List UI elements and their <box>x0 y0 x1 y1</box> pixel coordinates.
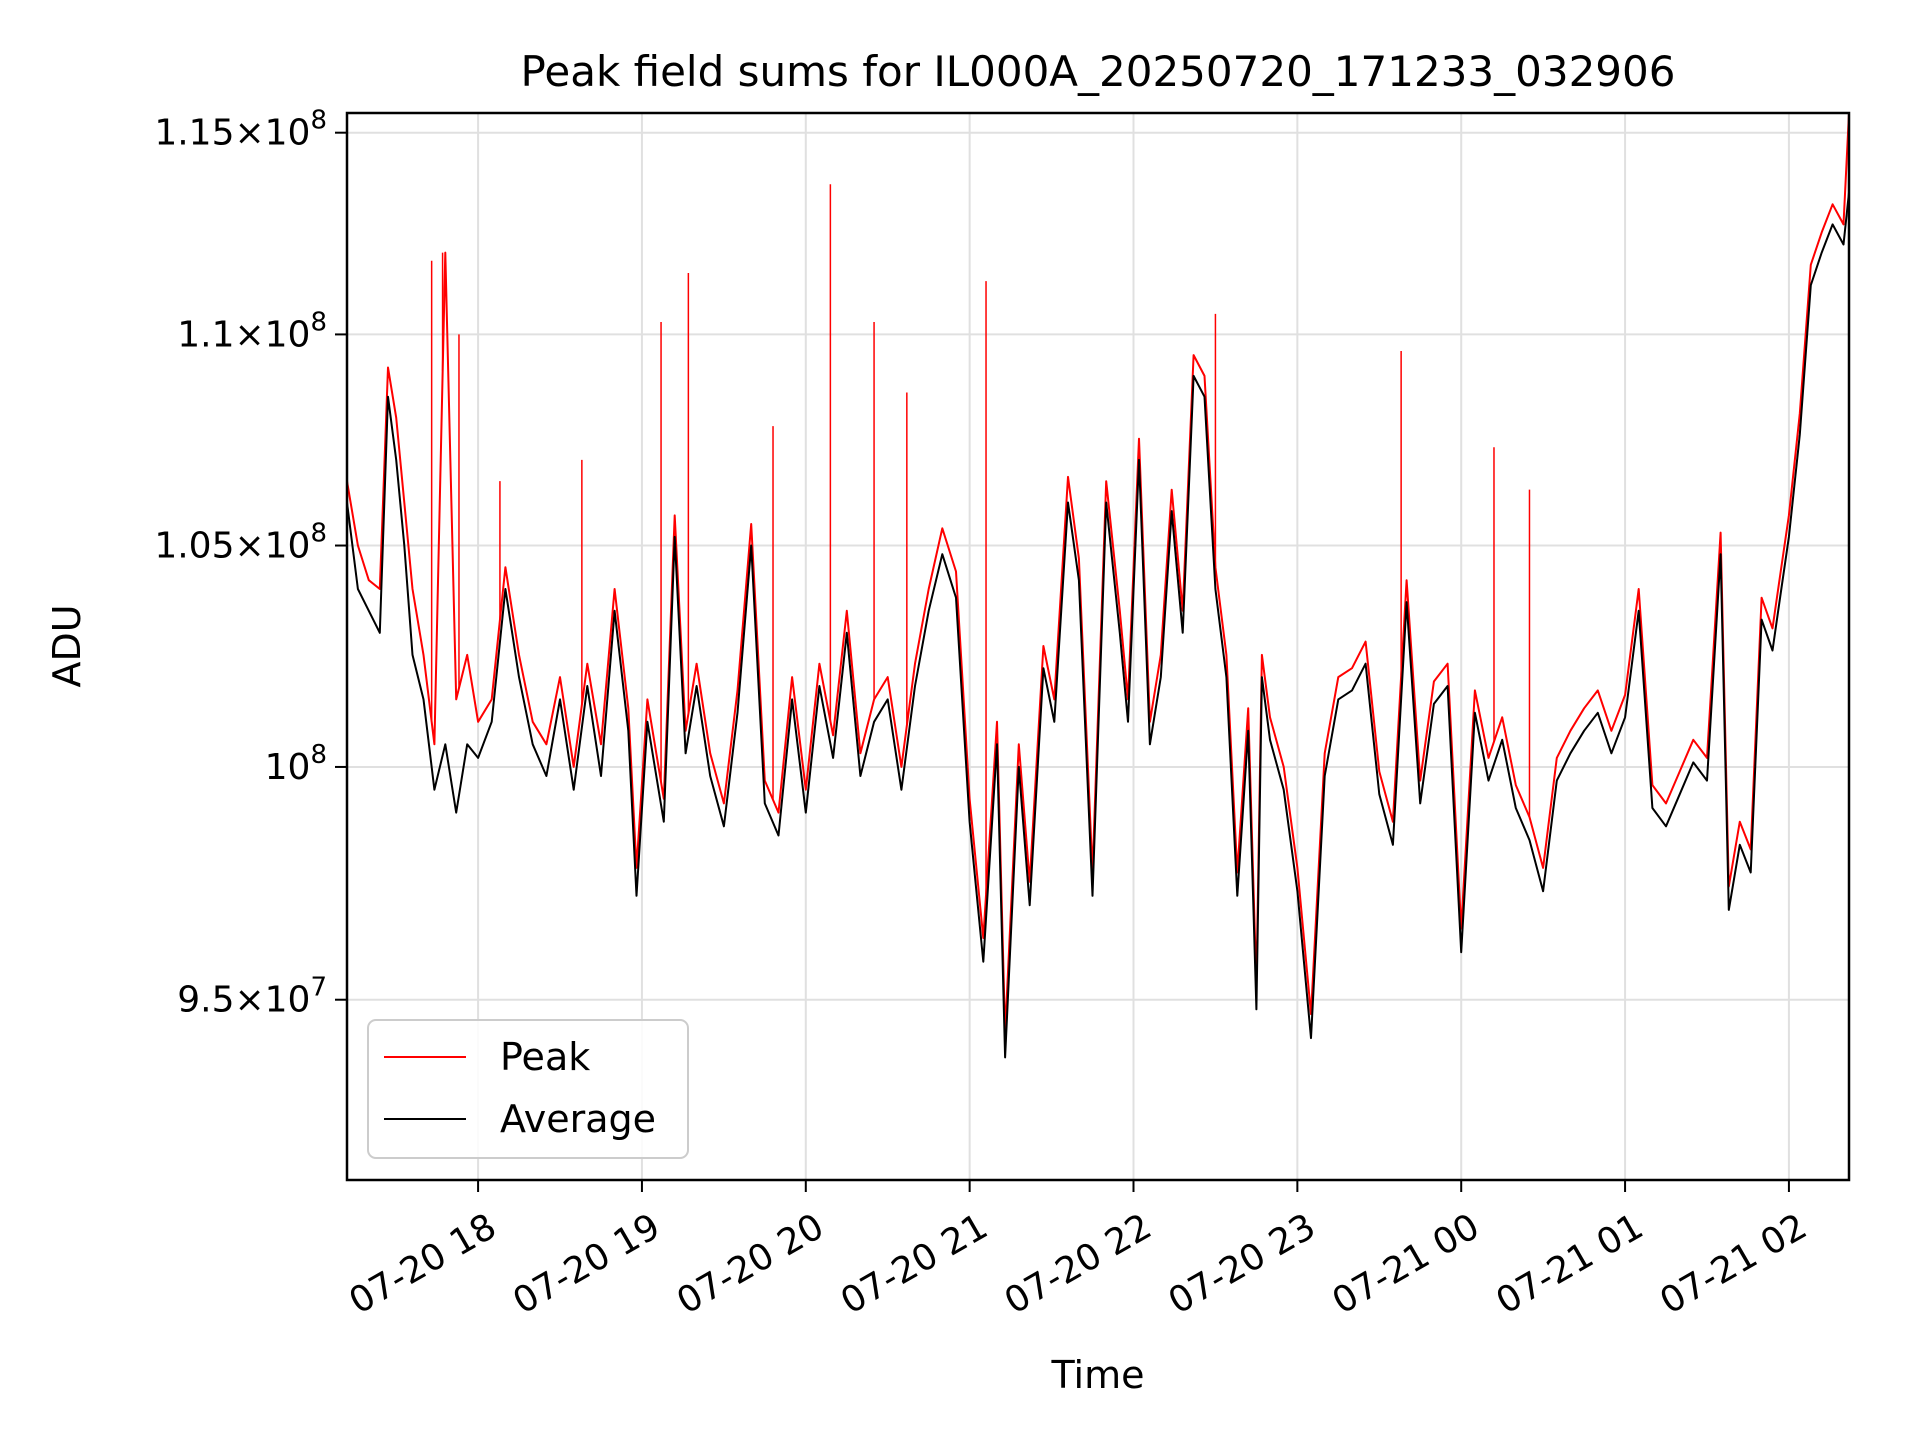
plot-frame <box>345 111 1851 1182</box>
grid <box>347 113 1849 1180</box>
y-axis-label: ADU <box>45 604 89 687</box>
legend-box <box>367 1019 689 1159</box>
series-line-average <box>346 192 1850 1059</box>
y-tick-label: 1.1×108 <box>177 307 327 355</box>
series-line-peak <box>346 112 1850 1035</box>
series-layer <box>346 112 1850 1059</box>
legend-label-average: Average <box>500 1097 656 1141</box>
y-tick-label: 1.15×108 <box>154 106 327 154</box>
x-axis-label: Time <box>1051 1353 1145 1397</box>
y-tick-label: 9.5×107 <box>177 973 327 1021</box>
y-tick-label: 1.05×108 <box>154 519 327 567</box>
chart-title: Peak field sums for IL000A_20250720_1712… <box>521 47 1676 96</box>
legend-label-peak: Peak <box>500 1035 590 1079</box>
legend: Peak Average <box>367 1019 689 1159</box>
